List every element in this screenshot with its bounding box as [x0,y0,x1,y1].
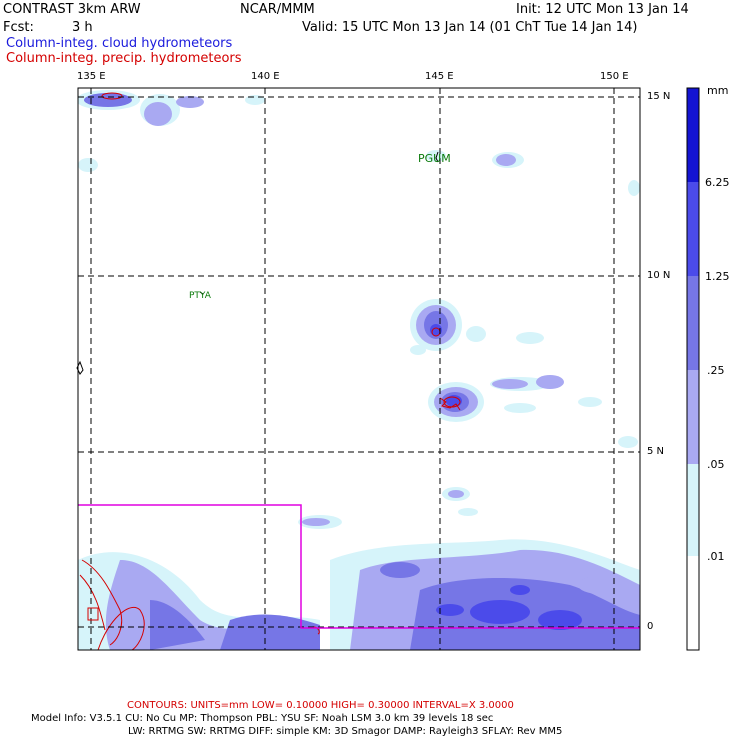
precip-contours [79,92,461,650]
init-time: Init: 12 UTC Mon 13 Jan 14 [516,2,689,17]
fcst-label: Fcst: [3,20,34,35]
station-palau: PTYA [189,291,211,301]
fcst-value: 3 h [72,20,93,35]
lon-label-150: 150 E [600,71,629,82]
model-info-line2: LW: RRTMG SW: RRTMG DIFF: simple KM: 3D … [128,726,563,737]
lat-label-0: 0 [647,621,654,632]
legend-cloud: Column-integ. cloud hydrometeors [6,36,233,51]
center-label: NCAR/MMM [240,2,315,17]
colorbar-label-25: .25 [707,364,725,377]
lat-label-5n: 5 N [647,446,665,457]
lat-label-10n: 10 N [647,270,671,281]
lat-label-15n: 15 N [647,91,671,102]
station-marker [87,607,99,621]
contours-info: CONTOURS: UNITS=mm LOW= 0.10000 HIGH= 0.… [127,700,514,711]
lon-label-135: 135 E [77,71,106,82]
colorbar-label-6-25: 6.25 [705,176,730,189]
colorbar [686,87,700,651]
lon-label-145: 145 E [425,71,454,82]
colorbar-label-05: .05 [707,458,725,471]
lat-lon-grid [78,88,640,650]
valid-time: Valid: 15 UTC Mon 13 Jan 14 (01 ChT Tue … [302,20,638,35]
station-guam: PGUM [418,152,451,165]
model-title: CONTRAST 3km ARW [3,2,141,17]
nest-boundary [78,504,640,629]
cloud-fields [78,90,640,650]
lon-label-140: 140 E [251,71,280,82]
map-frame [77,87,641,651]
colorbar-label-1-25: 1.25 [705,270,730,283]
colorbar-label-01: .01 [707,550,725,563]
model-info-line1: Model Info: V3.5.1 CU: No Cu MP: Thompso… [31,713,494,724]
colorbar-units: mm [707,84,729,97]
legend-precip: Column-integ. precip. hydrometeors [6,51,242,66]
